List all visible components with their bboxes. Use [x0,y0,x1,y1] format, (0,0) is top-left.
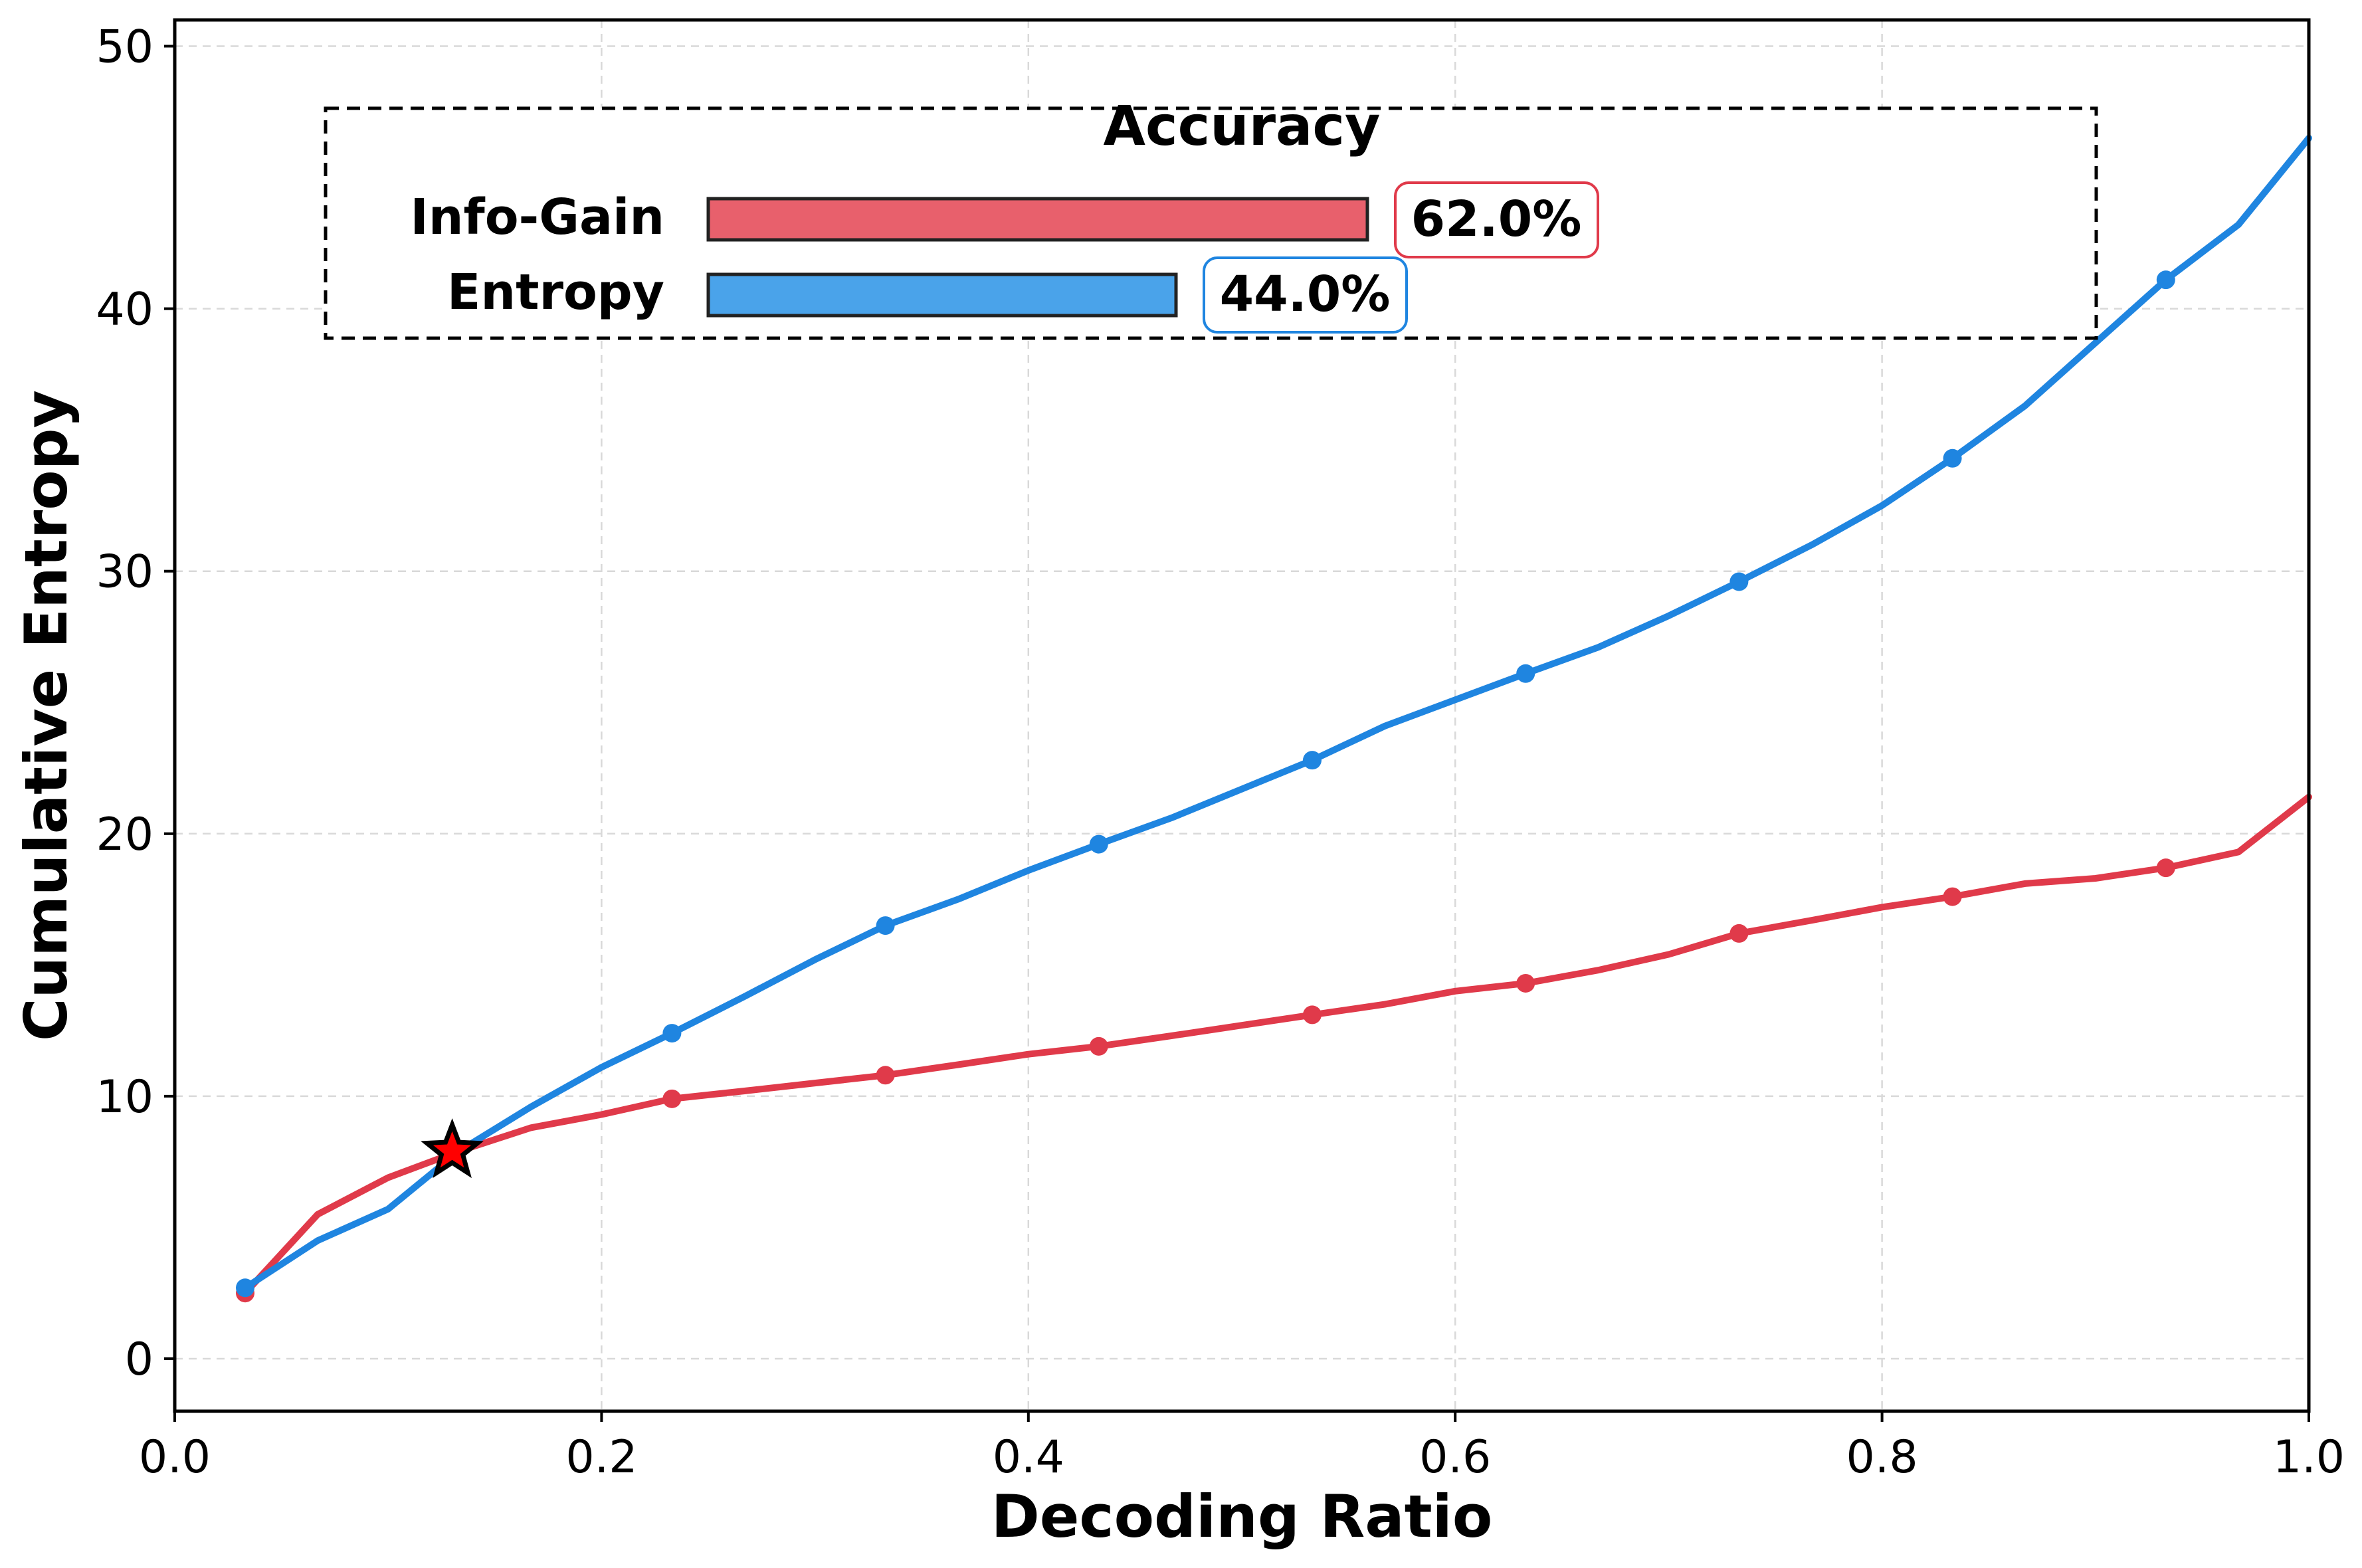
data-point-info-gain [876,1066,895,1085]
series-line-entropy [242,134,2312,1292]
x-tick-label: 0.8 [1846,1431,1918,1484]
accuracy-bar-entropy [706,272,1178,318]
inset-title: Accuracy [1104,95,1381,158]
y-axis-title: Cumulative Entropy [12,390,80,1041]
x-tick-label: 0.6 [1419,1431,1491,1484]
data-point-info-gain [1729,924,1749,943]
y-tick-label: 50 [96,21,153,74]
y-tick-label: 0 [125,1333,153,1386]
data-point-info-gain [1302,1005,1322,1025]
x-axis-title: Decoding Ratio [991,1482,1493,1551]
series-line-info-gain [242,793,2312,1297]
ticks: 0.0 0.2 0.4 0.6 0.8 1.0 0 10 20 30 40 50 [96,21,2345,1484]
y-tick-label: 20 [96,809,153,861]
x-tick-label: 1.0 [2273,1431,2345,1484]
data-point-entropy [876,916,895,935]
accuracy-value-entropy: 44.0% [1220,266,1391,323]
accuracy-bar-info-gain [706,197,1369,242]
y-tick-label: 10 [96,1071,153,1124]
data-point-info-gain [1943,887,1962,906]
plot-frame [173,18,2311,1413]
y-tick-label: 30 [96,546,153,599]
data-point-entropy [1943,448,1962,468]
crossover-star-marker [421,1118,484,1179]
inset-label-entropy: Entropy [447,264,664,321]
x-tick-label: 0.4 [993,1431,1064,1484]
accuracy-badge-entropy [1203,256,1408,334]
data-point-entropy [1089,834,1108,854]
inset-label-info-gain: Info-Gain [410,189,664,246]
x-tick-label: 0.0 [139,1431,211,1484]
data-point-info-gain [662,1089,682,1108]
data-point-entropy [235,1278,254,1298]
y-tick-label: 40 [96,284,153,336]
data-point-entropy [1729,572,1749,591]
markers-layer [421,1118,484,1179]
series-layer [235,134,2312,1303]
x-tick-label: 0.2 [565,1431,637,1484]
data-point-info-gain [1516,973,1535,993]
data-point-info-gain [1089,1036,1108,1056]
accuracy-inset: Accuracy Info-Gain Entropy 62.0% 44.0% [324,95,2098,340]
data-point-entropy [1302,751,1322,770]
data-point-entropy [1516,664,1535,683]
data-point-entropy [662,1024,682,1043]
accuracy-badge-info-gain [1394,181,1599,258]
data-point-entropy [2156,270,2175,290]
data-point-info-gain [2156,858,2175,878]
accuracy-value-info-gain: 62.0% [1411,191,1582,248]
